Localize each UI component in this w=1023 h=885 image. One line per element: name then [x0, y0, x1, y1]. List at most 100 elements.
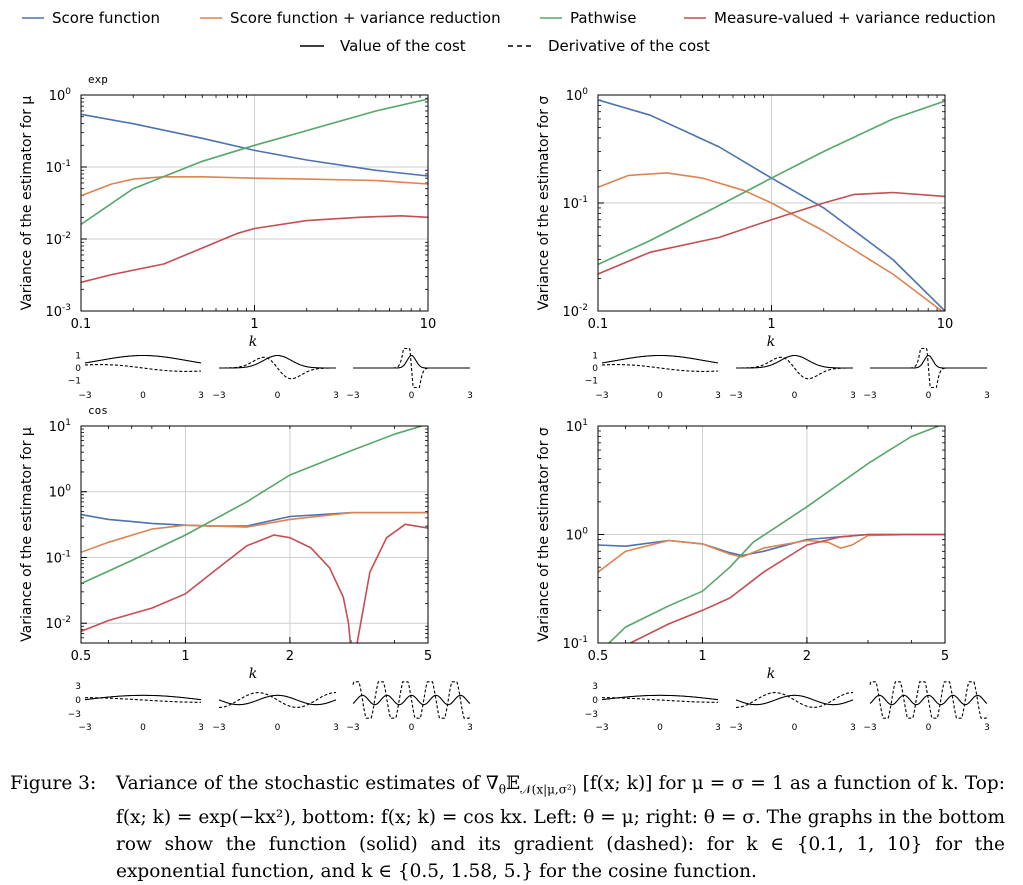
legend-style-entry: Value of the cost	[340, 37, 466, 55]
inset-y-tick-label: −1	[585, 377, 598, 387]
inset-plot: −3 0 3	[346, 347, 473, 401]
inset-derivative-line	[219, 356, 336, 380]
inset-plot: −3 0 3	[863, 681, 990, 733]
inset-x-tick-label: 3	[984, 723, 990, 733]
inset-x-tick-label: 3	[198, 723, 204, 733]
inset-derivative-line	[219, 692, 336, 708]
chart-panel: 0.5 1 2 5 10-2 10-1 100 101 Variance of the esti…	[19, 404, 432, 682]
series-line	[81, 215, 428, 284]
inset-function-line	[601, 354, 719, 364]
inset-x-tick-label: 0	[275, 391, 281, 401]
series-group	[598, 426, 945, 643]
y-tick-label: 10-2	[45, 231, 71, 248]
inset-x-tick-label: 0	[792, 723, 798, 733]
chart-panel: 0.5 1 2 5 10-1 100 101 Variance of the estimato…	[536, 418, 949, 682]
inset-x-tick-label: −3	[863, 391, 876, 401]
inset-function-line	[870, 354, 987, 369]
inset-function-line	[219, 354, 336, 369]
inset-x-tick-label: −3	[863, 723, 876, 733]
inset-x-tick-label: −3	[78, 391, 91, 401]
inset-x-tick-label: −3	[729, 723, 742, 733]
inset-plot: −3 0 3 3 0 −3	[585, 682, 721, 733]
y-tick-label: 10-3	[45, 303, 71, 320]
inset-plot: −3 0 3	[212, 354, 339, 401]
series-line	[628, 533, 945, 643]
function-tag: cos	[88, 404, 108, 417]
inset-y-tick-label: 3	[592, 682, 598, 692]
chart-panel: 0.1 1 10 10-2 10-1 100 Variance of the estimat…	[536, 87, 953, 350]
inset-y-tick-label: 3	[75, 682, 81, 692]
x-tick-label: 5	[941, 649, 949, 664]
inset-function-line	[84, 354, 202, 364]
inset-derivative-line	[870, 347, 987, 389]
caption-part2: θ	[498, 782, 507, 797]
inset-function-line	[352, 694, 471, 706]
x-tick-label: 1	[250, 317, 258, 332]
inset-x-tick-label: 3	[850, 723, 856, 733]
x-tick-label: 10	[420, 317, 437, 332]
y-tick-label: 100	[49, 484, 72, 501]
x-axis-label: k	[767, 666, 775, 682]
series-line	[81, 426, 423, 585]
inset-derivative-line	[353, 347, 470, 389]
x-tick-label: 0.1	[71, 317, 92, 332]
inset-derivative-line	[736, 356, 853, 380]
legend: Score function Score function + variance …	[22, 9, 996, 55]
inset-x-tick-label: 0	[140, 723, 146, 733]
inset-x-tick-label: 3	[198, 391, 204, 401]
inset-y-tick-label: 0	[75, 696, 81, 706]
caption-part4: 𝒩(x|μ,σ²)	[520, 782, 577, 797]
inset-y-tick-label: 1	[592, 352, 598, 362]
inset-function-line	[84, 694, 202, 701]
inset-y-tick-label: 0	[592, 696, 598, 706]
inset-plot: −3 0 3 3 0 −3	[68, 682, 204, 733]
y-axis-label: Variance of the estimator for σ	[536, 96, 552, 311]
function-tag: exp	[88, 73, 108, 86]
legend-entry: Score function	[52, 9, 160, 27]
x-tick-label: 0.5	[71, 649, 92, 664]
series-line	[598, 100, 945, 266]
inset-derivative-line	[601, 364, 719, 372]
inset-plot: −3 0 3	[863, 347, 990, 401]
x-tick-label: 1	[767, 317, 775, 332]
inset-x-tick-label: 0	[409, 723, 415, 733]
inset-y-tick-label: −3	[585, 710, 598, 720]
x-axis-label: k	[249, 666, 257, 682]
inset-x-tick-label: 0	[926, 723, 932, 733]
caption-part1: Variance of the stochastic estimates of …	[116, 773, 499, 794]
y-tick-label: 10-2	[45, 615, 71, 632]
inset-derivative-line	[85, 697, 201, 703]
inset-x-tick-label: 0	[140, 391, 146, 401]
x-tick-label: 5	[424, 649, 432, 664]
y-tick-label: 10-2	[562, 303, 588, 320]
inset-x-tick-label: −3	[595, 391, 608, 401]
inset-plot: −3 0 3	[346, 681, 473, 733]
series-line	[598, 191, 945, 275]
legend-style-entry: Derivative of the cost	[548, 37, 710, 55]
inset-y-tick-label: −1	[68, 377, 81, 387]
chart-panel: 0.1 1 10 10-3 10-2 10-1 100 Variance of the est…	[19, 73, 436, 350]
x-tick-label: 10	[937, 317, 954, 332]
series-group	[81, 426, 428, 643]
inset-function-line	[736, 354, 853, 369]
inset-plot: −3 0 3	[212, 692, 339, 733]
inset-x-tick-label: 0	[657, 723, 663, 733]
inset-derivative-line	[84, 364, 202, 372]
series-group	[81, 98, 428, 284]
caption-label: Figure 3:	[10, 773, 97, 794]
series-line	[81, 176, 428, 197]
caption-body: Variance of the stochastic estimates of …	[116, 770, 1005, 885]
series-line	[607, 426, 940, 643]
y-tick-label: 10-1	[45, 549, 71, 566]
y-axis-label: Variance of the estimator for μ	[19, 427, 35, 642]
caption-part3: 𝔼	[506, 773, 521, 794]
legend-entry: Score function + variance reduction	[230, 9, 501, 27]
inset-function-line	[353, 354, 470, 369]
y-tick-label: 10-1	[45, 159, 71, 176]
inset-x-tick-label: 0	[409, 391, 415, 401]
x-tick-label: 1	[698, 649, 706, 664]
caption-part5: [f(x; k)] for μ = σ = 1 as a function of…	[116, 773, 1005, 882]
inset-x-tick-label: 3	[467, 391, 473, 401]
inset-x-tick-label: 3	[333, 723, 339, 733]
x-tick-label: 0.1	[588, 317, 609, 332]
